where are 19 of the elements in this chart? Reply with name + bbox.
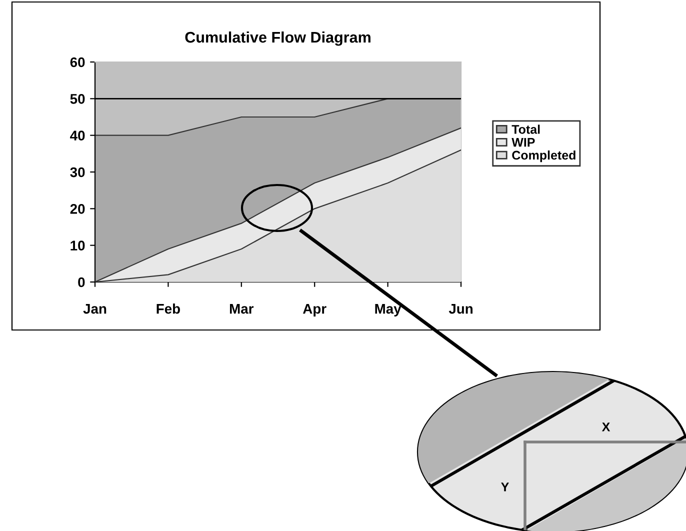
y-tick-label: 0 [78,277,85,288]
x-tick-label: Jan [83,304,106,314]
legend-label: WIP [512,138,535,147]
x-tick-label: Feb [156,304,180,314]
legend-label: Total [512,124,540,134]
y-tick-label: 60 [70,57,85,68]
y-tick-label: 10 [70,240,85,251]
y-tick-label: 30 [70,167,85,178]
x-tick-label: May [375,304,402,316]
y-tick-label: 20 [70,204,85,214]
x-tick-label: Jun [448,304,472,314]
x-tick-label: Mar [230,304,254,314]
text: X [602,422,610,432]
y-tick-label: 50 [70,94,85,104]
text: Y [501,482,509,492]
legend-label: Completed [512,150,576,162]
x-tick-label: Apr [302,304,326,316]
chart-title: Cumulative Flow Diagram [185,31,370,46]
y-tick-label: 40 [70,130,85,141]
